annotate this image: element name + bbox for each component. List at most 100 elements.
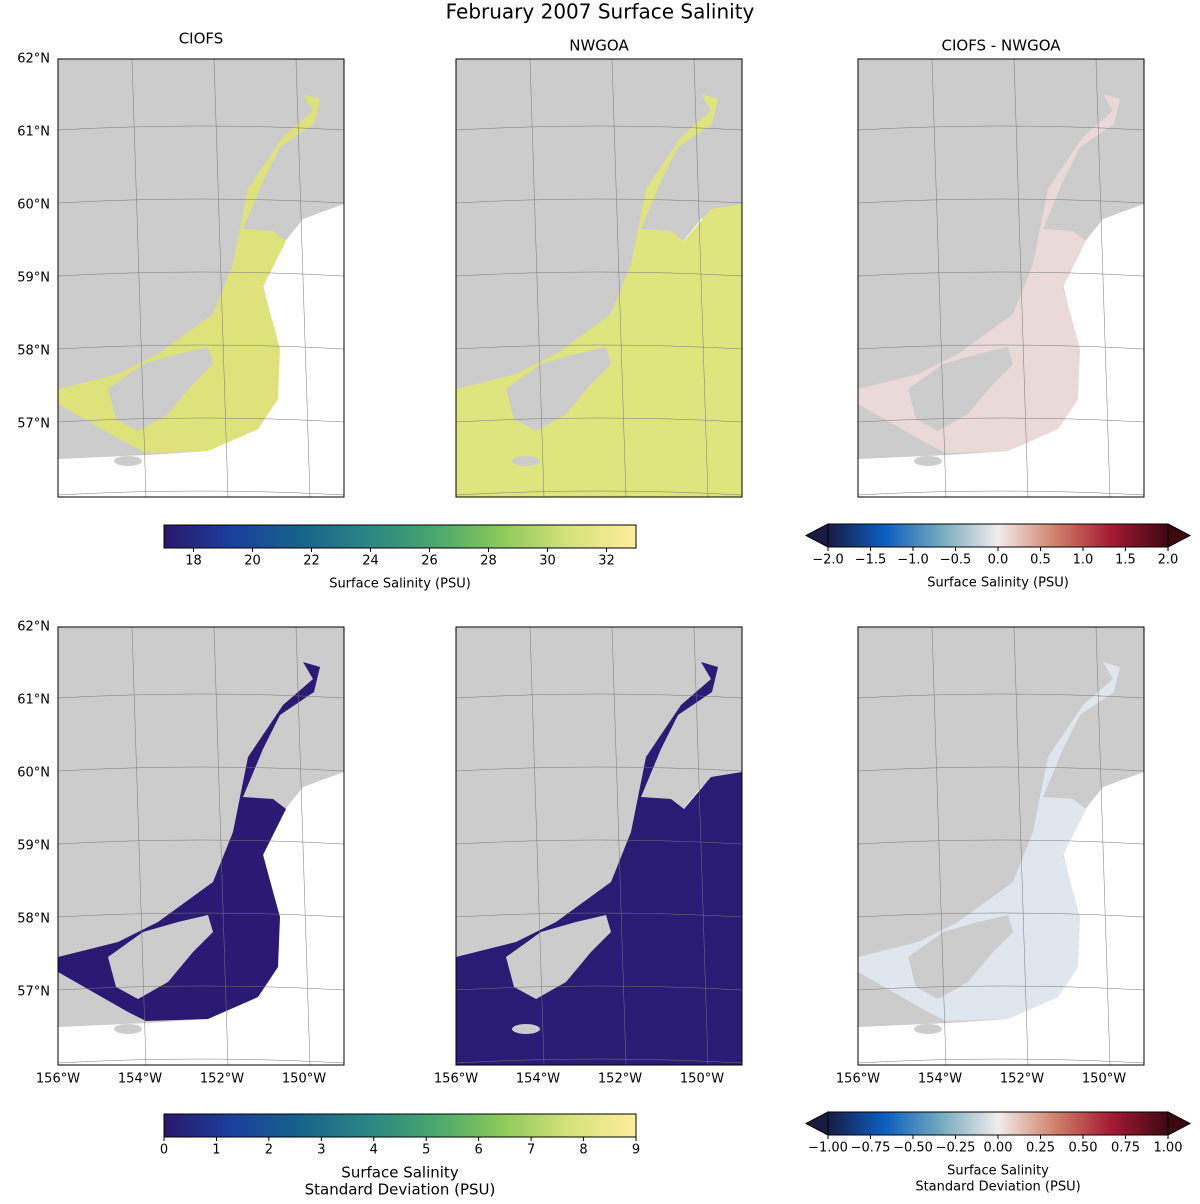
colorbar-tick-label: 0.75 bbox=[1111, 1141, 1140, 1156]
graticule bbox=[858, 839, 1144, 845]
colorbar-tick-label: 22 bbox=[303, 554, 320, 569]
map-panel bbox=[58, 627, 344, 1065]
panel-title: CIOFS bbox=[179, 30, 224, 48]
graticule bbox=[58, 344, 344, 350]
colorbar-tick-label: 1.0 bbox=[1073, 553, 1094, 568]
graticule bbox=[858, 1058, 1144, 1064]
colorbar-tick-label: 8 bbox=[579, 1143, 587, 1158]
colorbar-tick-label: 0.50 bbox=[1069, 1141, 1098, 1156]
lat-label: 59°N bbox=[17, 839, 50, 854]
colorbar-tick-label: 9 bbox=[632, 1143, 640, 1158]
figure-title: February 2007 Surface Salinity bbox=[446, 0, 755, 24]
graticule bbox=[58, 125, 344, 131]
lon-label: 150°W bbox=[1082, 1072, 1126, 1087]
lat-label: 60°N bbox=[17, 766, 50, 781]
graticule bbox=[931, 59, 947, 497]
colorbar-label: Surface Salinity (PSU) bbox=[329, 577, 471, 592]
colorbar-tick-label: 26 bbox=[421, 554, 438, 569]
graticule bbox=[456, 693, 742, 699]
model-domain bbox=[58, 94, 320, 453]
lon-label: 154°W bbox=[516, 1072, 560, 1087]
graticule bbox=[693, 59, 709, 497]
graticule bbox=[456, 490, 742, 496]
lat-label: 59°N bbox=[17, 271, 50, 286]
graticule bbox=[58, 766, 344, 772]
colorbar-tick-label: 3 bbox=[317, 1143, 325, 1158]
kodiak-island bbox=[908, 915, 1013, 999]
graticule bbox=[295, 59, 311, 497]
colorbar-extend bbox=[804, 1111, 829, 1136]
colorbar-tick-label: 28 bbox=[480, 554, 497, 569]
colorbar-label: Surface Salinity bbox=[947, 1164, 1049, 1179]
kodiak-island bbox=[108, 915, 213, 999]
colorbar-tick-label: 5 bbox=[422, 1143, 430, 1158]
panel-title: NWGOA bbox=[569, 37, 629, 55]
lon-label: 156°W bbox=[836, 1072, 880, 1087]
colorbar-tick-label: −0.5 bbox=[940, 553, 972, 568]
colorbar-tick-label: 20 bbox=[244, 554, 261, 569]
colorbar-extend bbox=[1167, 1111, 1192, 1136]
colorbar-label: Standard Deviation (PSU) bbox=[915, 1180, 1080, 1195]
colorbar-tick-label: 4 bbox=[370, 1143, 378, 1158]
map-panel bbox=[58, 59, 344, 497]
colorbar-label: Standard Deviation (PSU) bbox=[305, 1181, 496, 1199]
graticule bbox=[611, 59, 627, 497]
graticule bbox=[58, 490, 344, 496]
graticule bbox=[456, 198, 742, 204]
graticule bbox=[858, 766, 1144, 772]
graticule bbox=[529, 627, 545, 1065]
colorbar-tick-label: −1.0 bbox=[897, 553, 929, 568]
graticule bbox=[58, 912, 344, 918]
colorbar-tick-label: 1.5 bbox=[1115, 553, 1136, 568]
model-domain bbox=[58, 662, 320, 1021]
kodiak-island bbox=[506, 347, 611, 431]
graticule bbox=[58, 198, 344, 204]
graticule bbox=[858, 125, 1144, 131]
panel-frame bbox=[857, 626, 1145, 1066]
graticule bbox=[1013, 59, 1029, 497]
lon-label: 152°W bbox=[598, 1072, 642, 1087]
colorbar-extend bbox=[804, 523, 829, 548]
panel-frame bbox=[57, 626, 345, 1066]
colorbar-tick-label: 0.5 bbox=[1030, 553, 1051, 568]
graticule bbox=[858, 198, 1144, 204]
map-panel bbox=[456, 59, 742, 497]
graticule bbox=[858, 490, 1144, 496]
island bbox=[914, 1024, 942, 1034]
island bbox=[512, 1024, 540, 1034]
kodiak-island bbox=[908, 347, 1013, 431]
graticule bbox=[213, 59, 229, 497]
lat-label: 57°N bbox=[17, 985, 50, 1000]
graticule bbox=[456, 839, 742, 845]
colorbar-tick-label: −1.5 bbox=[855, 553, 887, 568]
lon-label: 150°W bbox=[680, 1072, 724, 1087]
lat-label: 61°N bbox=[17, 693, 50, 708]
graticule bbox=[295, 627, 311, 1065]
lat-label: 62°N bbox=[17, 620, 50, 635]
colorbar-extend bbox=[1167, 523, 1192, 548]
graticule bbox=[456, 344, 742, 350]
graticule bbox=[858, 693, 1144, 699]
graticule bbox=[456, 271, 742, 277]
graticule bbox=[456, 125, 742, 131]
colorbar-tick-label: 1.00 bbox=[1154, 1141, 1183, 1156]
colorbar-tick-label: 2.0 bbox=[1158, 553, 1179, 568]
lon-label: 152°W bbox=[200, 1072, 244, 1087]
colorbar-tick-label: −0.50 bbox=[893, 1141, 933, 1156]
graticule bbox=[1095, 59, 1111, 497]
colorbar bbox=[827, 1111, 1169, 1136]
colorbar-tick-label: 1 bbox=[212, 1143, 220, 1158]
colorbar-label: Surface Salinity (PSU) bbox=[927, 576, 1069, 591]
ocean bbox=[58, 204, 344, 497]
graticule bbox=[58, 1058, 344, 1064]
colorbar-tick-label: −0.75 bbox=[851, 1141, 891, 1156]
colorbar-tick-label: −2.0 bbox=[812, 553, 844, 568]
graticule bbox=[456, 766, 742, 772]
colorbar-tick-label: −0.25 bbox=[936, 1141, 976, 1156]
graticule bbox=[131, 59, 147, 497]
colorbar-tick-label: 32 bbox=[598, 554, 615, 569]
island bbox=[914, 456, 942, 466]
graticule bbox=[213, 627, 229, 1065]
colorbar-tick-label: 6 bbox=[475, 1143, 483, 1158]
